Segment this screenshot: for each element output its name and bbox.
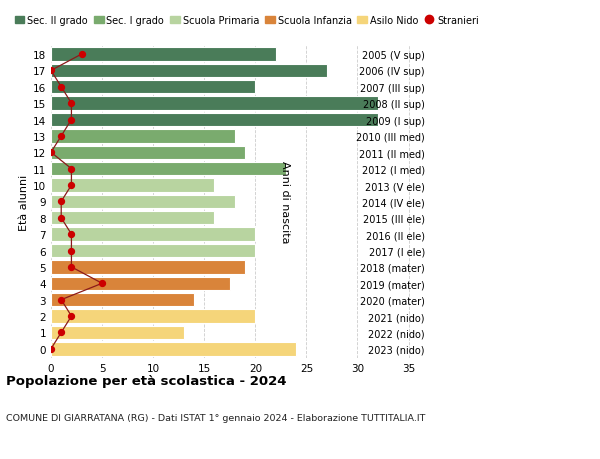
Text: COMUNE DI GIARRATANA (RG) - Dati ISTAT 1° gennaio 2024 - Elaborazione TUTTITALIA: COMUNE DI GIARRATANA (RG) - Dati ISTAT 1… (6, 413, 425, 422)
Point (56, 198, 66, 206)
Bar (51, 277, 230, 291)
Point (56, 297, 66, 304)
Point (67, 182, 76, 189)
Point (56, 329, 66, 336)
Y-axis label: Età alunni: Età alunni (19, 174, 29, 230)
Bar (51, 130, 235, 143)
Point (67, 117, 76, 124)
Point (46, 149, 56, 157)
Point (67, 100, 76, 107)
Bar (51, 326, 184, 339)
Point (56, 215, 66, 222)
Point (46, 345, 56, 353)
Bar (51, 244, 256, 257)
Bar (51, 81, 256, 94)
Bar (51, 212, 214, 225)
Point (77, 51, 86, 59)
Point (56, 84, 66, 91)
Bar (51, 195, 235, 209)
Bar (51, 65, 327, 78)
Bar (51, 48, 276, 62)
Point (97, 280, 107, 287)
Point (46, 67, 56, 75)
Point (67, 231, 76, 238)
Point (56, 133, 66, 140)
Y-axis label: Anni di nascita: Anni di nascita (280, 161, 290, 243)
Bar (51, 261, 245, 274)
Bar (51, 113, 378, 127)
Point (67, 166, 76, 173)
Bar (51, 146, 245, 160)
Bar (51, 228, 256, 241)
Legend: Sec. II grado, Sec. I grado, Scuola Primaria, Scuola Infanzia, Asilo Nido, Stran: Sec. II grado, Sec. I grado, Scuola Prim… (11, 12, 482, 29)
Bar (51, 342, 296, 356)
Point (67, 263, 76, 271)
Point (67, 247, 76, 255)
Bar (51, 97, 378, 111)
Bar (51, 310, 256, 323)
Bar (51, 179, 214, 192)
Text: Popolazione per età scolastica - 2024: Popolazione per età scolastica - 2024 (6, 374, 287, 387)
Bar (51, 293, 194, 307)
Point (67, 313, 76, 320)
Bar (51, 162, 286, 176)
